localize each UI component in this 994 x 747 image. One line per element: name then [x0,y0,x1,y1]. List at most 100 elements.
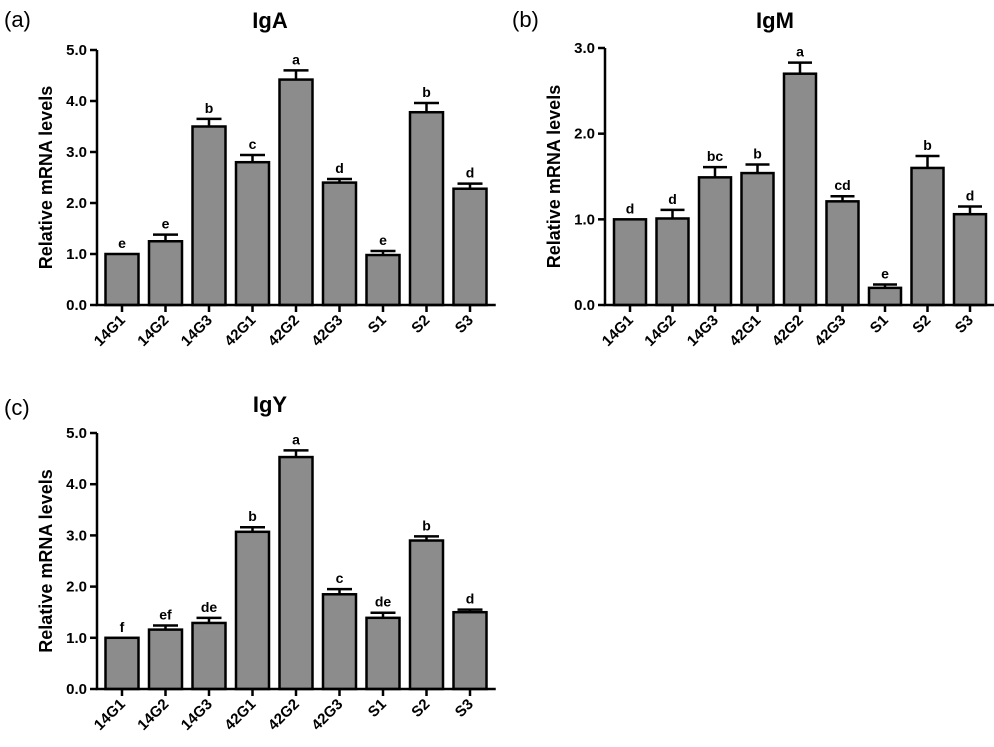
bar-S2 [408,539,445,691]
y-axis-label: Relative mRNA levels [544,85,564,268]
significance-letter: d [668,191,677,207]
bar-14G2 [147,240,184,307]
significance-letter: d [626,200,635,216]
significance-letter: d [335,160,344,176]
significance-letter: cd [834,177,850,193]
bar-S1 [365,616,401,691]
y-tick-label: 4.0 [66,93,87,110]
y-tick-label: 4.0 [66,476,87,493]
y-tick-label: 2.0 [66,195,87,212]
x-tick-label: 14G1 [91,696,129,734]
significance-letter: a [292,51,300,67]
bar-S3 [452,610,488,691]
bar-14G2 [147,628,184,691]
x-tick-label: 42G1 [221,696,259,734]
bar-42G2 [278,78,314,307]
y-tick-label: 5.0 [66,42,87,59]
y-tick-label: 3.0 [574,40,595,57]
x-tick-label: S3 [952,312,977,337]
chart-title: IgY [253,392,288,417]
bar-14G2 [655,217,690,307]
bar-42G2 [782,72,818,307]
significance-letter: e [881,265,889,281]
y-tick-label: 0.0 [66,681,87,698]
x-tick-label: 14G3 [178,696,216,734]
bar-14G3 [191,621,227,691]
x-tick-label: S1 [365,696,390,721]
significance-letter: e [379,232,387,248]
bar-42G1 [234,160,271,307]
bar-42G3 [321,593,358,691]
x-tick-label: 42G3 [811,312,849,350]
x-tick-label: S3 [452,696,477,721]
x-tick-label: 42G3 [308,696,346,734]
chart-title: IgM [756,8,794,33]
panel-label: (a) [4,7,31,32]
significance-letter: b [205,100,214,116]
significance-letter: b [753,146,762,162]
bar-14G3 [191,125,227,307]
chart-panel-1: (b) IgM Relative mRNA levels d d bc b a cd e b d 0.0… [512,7,994,350]
y-tick-label: 0.0 [574,297,595,314]
bar-14G1 [104,636,140,691]
x-tick-label: 14G2 [641,312,679,350]
bar-14G1 [104,252,140,307]
x-tick-label: 14G2 [134,312,172,350]
significance-letter: b [422,517,431,533]
chart-title: IgA [252,8,288,33]
x-tick-label: 14G1 [599,312,637,350]
significance-letter: c [249,136,257,152]
significance-letter: d [466,165,475,181]
bar-S2 [408,110,445,307]
significance-letter: d [966,187,975,203]
bar-14G3 [697,176,733,307]
y-tick-label: 1.0 [66,246,87,263]
significance-letter: a [292,431,300,447]
x-tick-label: 42G2 [265,312,303,350]
panel-label: (b) [512,7,539,32]
significance-letter: de [201,599,218,615]
x-tick-label: 42G2 [769,312,807,350]
significance-letter: d [466,591,475,607]
bar-42G1 [234,530,271,691]
bar-S1 [365,253,401,307]
significance-letter: ef [159,607,172,623]
x-tick-label: 14G1 [91,312,129,350]
y-tick-label: 0.0 [66,297,87,314]
bar-S3 [952,212,988,307]
significance-letter: b [422,84,431,100]
x-tick-label: 42G2 [265,696,303,734]
x-tick-label: 42G1 [221,312,259,350]
bar-42G3 [825,200,860,307]
y-tick-label: 1.0 [574,211,595,228]
x-tick-label: 14G3 [178,312,216,350]
bar-S2 [910,166,945,307]
bar-S1 [867,286,903,307]
y-tick-label: 5.0 [66,425,87,442]
x-tick-label: S3 [452,312,477,337]
bar-42G2 [278,455,314,691]
chart-panel-2: (c) IgY Relative mRNA levels f ef de b a c de b d 0.… [4,392,496,734]
significance-letter: bc [707,148,724,164]
panel-label: (c) [4,395,30,420]
significance-letter: e [118,235,126,251]
bar-42G3 [321,181,358,307]
x-tick-label: S2 [909,312,934,337]
x-tick-label: 14G3 [684,312,722,350]
chart-panel-0: (a) IgA Relative mRNA levels e e b c a d e b d 0.0 1.… [4,7,496,350]
x-tick-label: 42G1 [726,312,764,350]
significance-letter: a [796,44,804,60]
x-tick-label: S1 [365,312,390,337]
bar-S3 [452,187,488,307]
x-tick-label: S2 [408,696,433,721]
y-tick-label: 1.0 [66,630,87,647]
significance-letter: b [923,137,932,153]
x-tick-label: 14G2 [134,696,172,734]
x-tick-label: S2 [408,312,433,337]
y-tick-label: 3.0 [66,144,87,161]
bar-14G1 [612,218,648,307]
significance-letter: e [162,216,170,232]
x-tick-label: 42G3 [308,312,346,350]
y-tick-label: 3.0 [66,527,87,544]
